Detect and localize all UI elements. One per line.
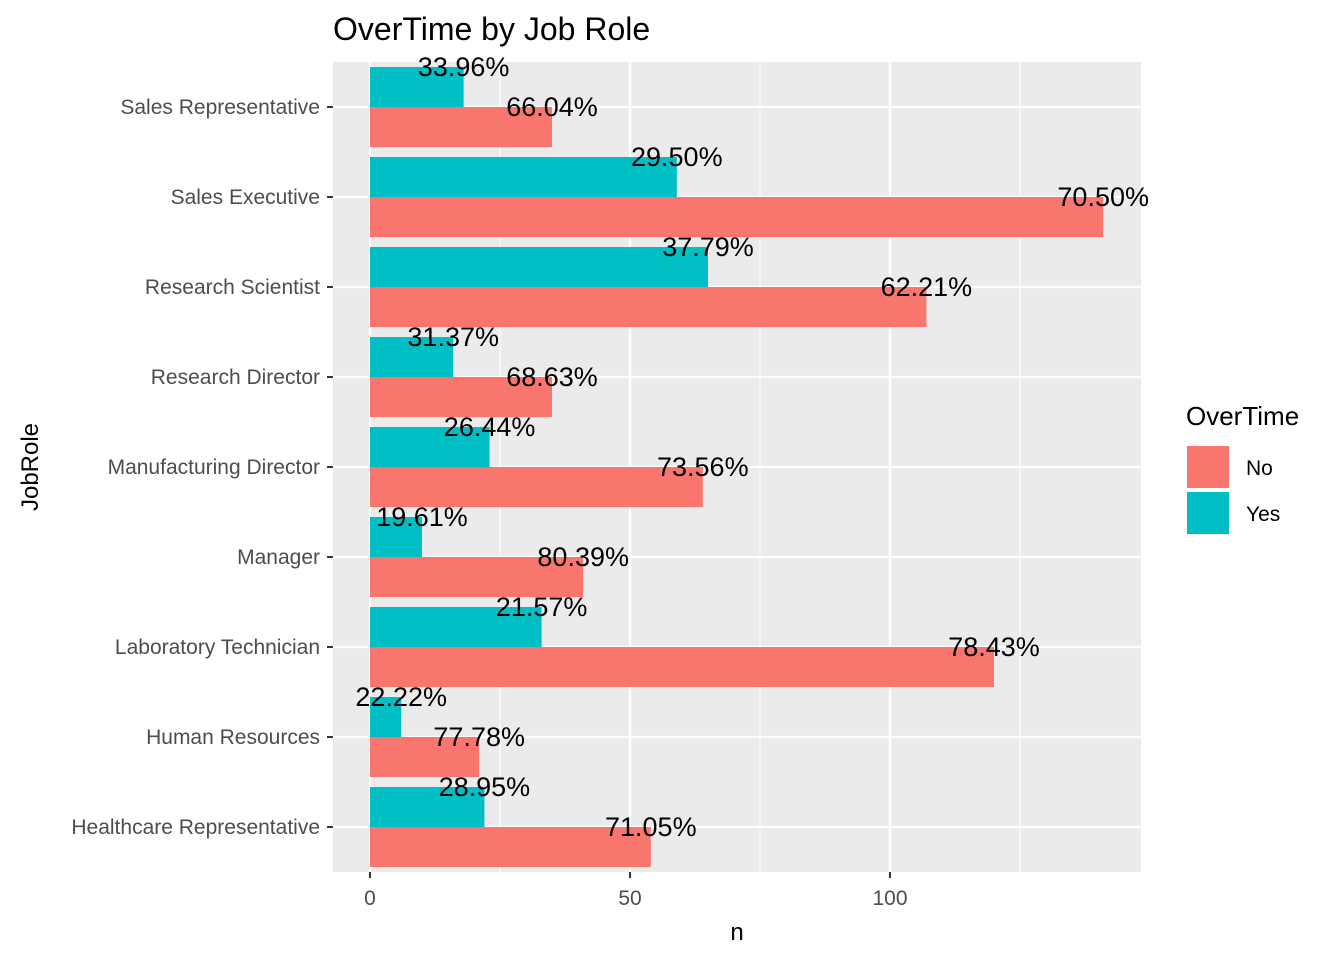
x-tick-label: 0	[364, 887, 376, 910]
chart-title: OverTime by Job Role	[333, 11, 650, 47]
legend-label-no: No	[1246, 457, 1273, 480]
data-label-yes: 37.79%	[662, 232, 754, 262]
y-axis-title: JobRole	[17, 423, 44, 511]
bar-yes	[370, 247, 708, 287]
y-tick-label: Healthcare Representative	[71, 816, 320, 839]
y-tick-label: Laboratory Technician	[115, 636, 320, 659]
bar-yes	[370, 157, 677, 197]
data-label-no: 71.05%	[605, 812, 697, 842]
bar-no	[370, 827, 651, 867]
y-tick-label: Research Director	[151, 366, 320, 389]
legend-items: No Yes	[1187, 446, 1280, 534]
y-tick-label: Research Scientist	[145, 276, 320, 299]
bar-no	[370, 197, 1104, 237]
legend-label-yes: Yes	[1246, 503, 1280, 526]
bar-yes	[370, 517, 422, 557]
data-label-no: 68.63%	[506, 362, 598, 392]
x-axis-title: n	[730, 919, 743, 946]
data-label-no: 78.43%	[948, 632, 1040, 662]
bar-no	[370, 467, 703, 507]
legend-title: OverTime	[1186, 401, 1299, 431]
legend: OverTime No Yes	[1186, 401, 1299, 534]
y-tick-label: Manager	[237, 546, 320, 569]
data-label-yes: 22.22%	[355, 682, 447, 712]
bar-no	[370, 287, 927, 327]
bars	[370, 67, 1104, 867]
data-label-no: 66.04%	[506, 92, 598, 122]
bar-yes	[370, 697, 402, 737]
legend-key-no	[1187, 446, 1229, 488]
x-axis: 0 50 100	[364, 872, 908, 910]
bar-yes	[370, 67, 464, 107]
data-label-no: 73.56%	[657, 452, 749, 482]
bar-no	[370, 107, 552, 147]
bar-no	[370, 557, 584, 597]
bar-yes	[370, 607, 542, 647]
data-label-yes: 31.37%	[407, 322, 499, 352]
data-labels: 71.05% 28.95% 77.78% 22.22% 78.43% 21.57% 80.3…	[355, 52, 1149, 842]
bar-no	[370, 377, 552, 417]
x-tick-label: 100	[872, 887, 907, 910]
y-axis: Healthcare Representative Human Resources…	[71, 96, 333, 839]
bar-yes	[370, 337, 454, 377]
y-tick-label: Manufacturing Director	[108, 456, 320, 479]
data-label-yes: 33.96%	[418, 52, 510, 82]
bar-yes	[370, 427, 490, 467]
data-label-yes: 28.95%	[439, 772, 531, 802]
bar-no	[370, 737, 480, 777]
data-label-yes: 26.44%	[444, 412, 536, 442]
y-tick-label: Sales Executive	[171, 186, 320, 209]
bar-yes	[370, 787, 485, 827]
legend-key-yes	[1187, 492, 1229, 534]
bar-no	[370, 647, 994, 687]
y-tick-label: Sales Representative	[120, 96, 320, 119]
y-tick-label: Human Resources	[146, 726, 320, 749]
data-label-no: 70.50%	[1057, 182, 1149, 212]
data-label-no: 80.39%	[537, 542, 629, 572]
data-label-yes: 29.50%	[631, 142, 723, 172]
data-label-no: 62.21%	[881, 272, 973, 302]
data-label-no: 77.78%	[433, 722, 525, 752]
data-label-yes: 19.61%	[376, 502, 468, 532]
x-tick-label: 50	[618, 887, 641, 910]
data-label-yes: 21.57%	[496, 592, 588, 622]
